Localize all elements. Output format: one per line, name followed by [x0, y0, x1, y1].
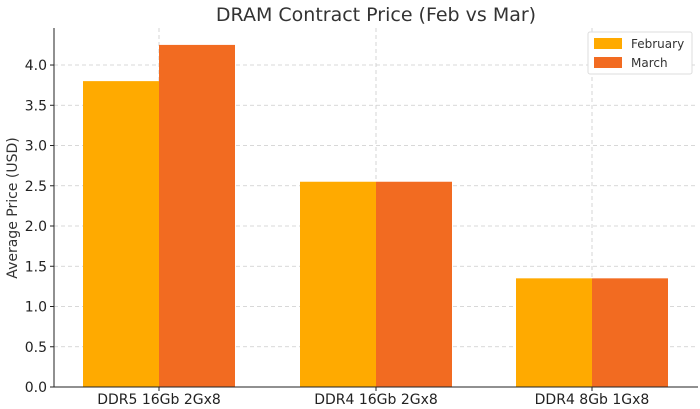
bar-march	[376, 181, 452, 387]
bar-march	[592, 278, 668, 387]
y-axis-label: Average Price (USD)	[5, 137, 21, 278]
legend-label-february: February	[631, 37, 684, 51]
bar-march	[159, 44, 235, 387]
y-tick-label: 4.0	[25, 58, 47, 74]
y-tick-label: 2.0	[25, 219, 47, 235]
legend-swatch-march	[594, 57, 622, 68]
y-tick-label: 0.5	[25, 340, 47, 356]
chart-title: DRAM Contract Price (Feb vs Mar)	[216, 4, 536, 26]
legend-swatch-february	[594, 38, 622, 49]
y-tick-label: 1.5	[25, 259, 47, 275]
bars	[83, 44, 668, 388]
x-tick-label: DDR4 8Gb 1Gx8	[535, 392, 650, 408]
bar-february	[516, 278, 592, 387]
bar-february	[83, 81, 159, 388]
x-tick-label: DDR5 16Gb 2Gx8	[97, 392, 221, 408]
bar-february	[300, 181, 376, 387]
y-tick-label: 0.0	[25, 380, 47, 396]
x-tick-label: DDR4 16Gb 2Gx8	[314, 392, 438, 408]
y-tick-label: 2.5	[25, 179, 47, 195]
tick-labels: 0.0 0.5 1.0 1.5 2.0 2.5 3.0 3.5 4.0 DDR5 16Gb 2Gx…	[25, 58, 650, 408]
legend-label-march: March	[631, 56, 668, 70]
y-tick-label: 3.5	[25, 98, 47, 114]
y-tick-label: 3.0	[25, 139, 47, 155]
y-tick-label: 1.0	[25, 300, 47, 316]
legend: February March	[587, 31, 693, 75]
